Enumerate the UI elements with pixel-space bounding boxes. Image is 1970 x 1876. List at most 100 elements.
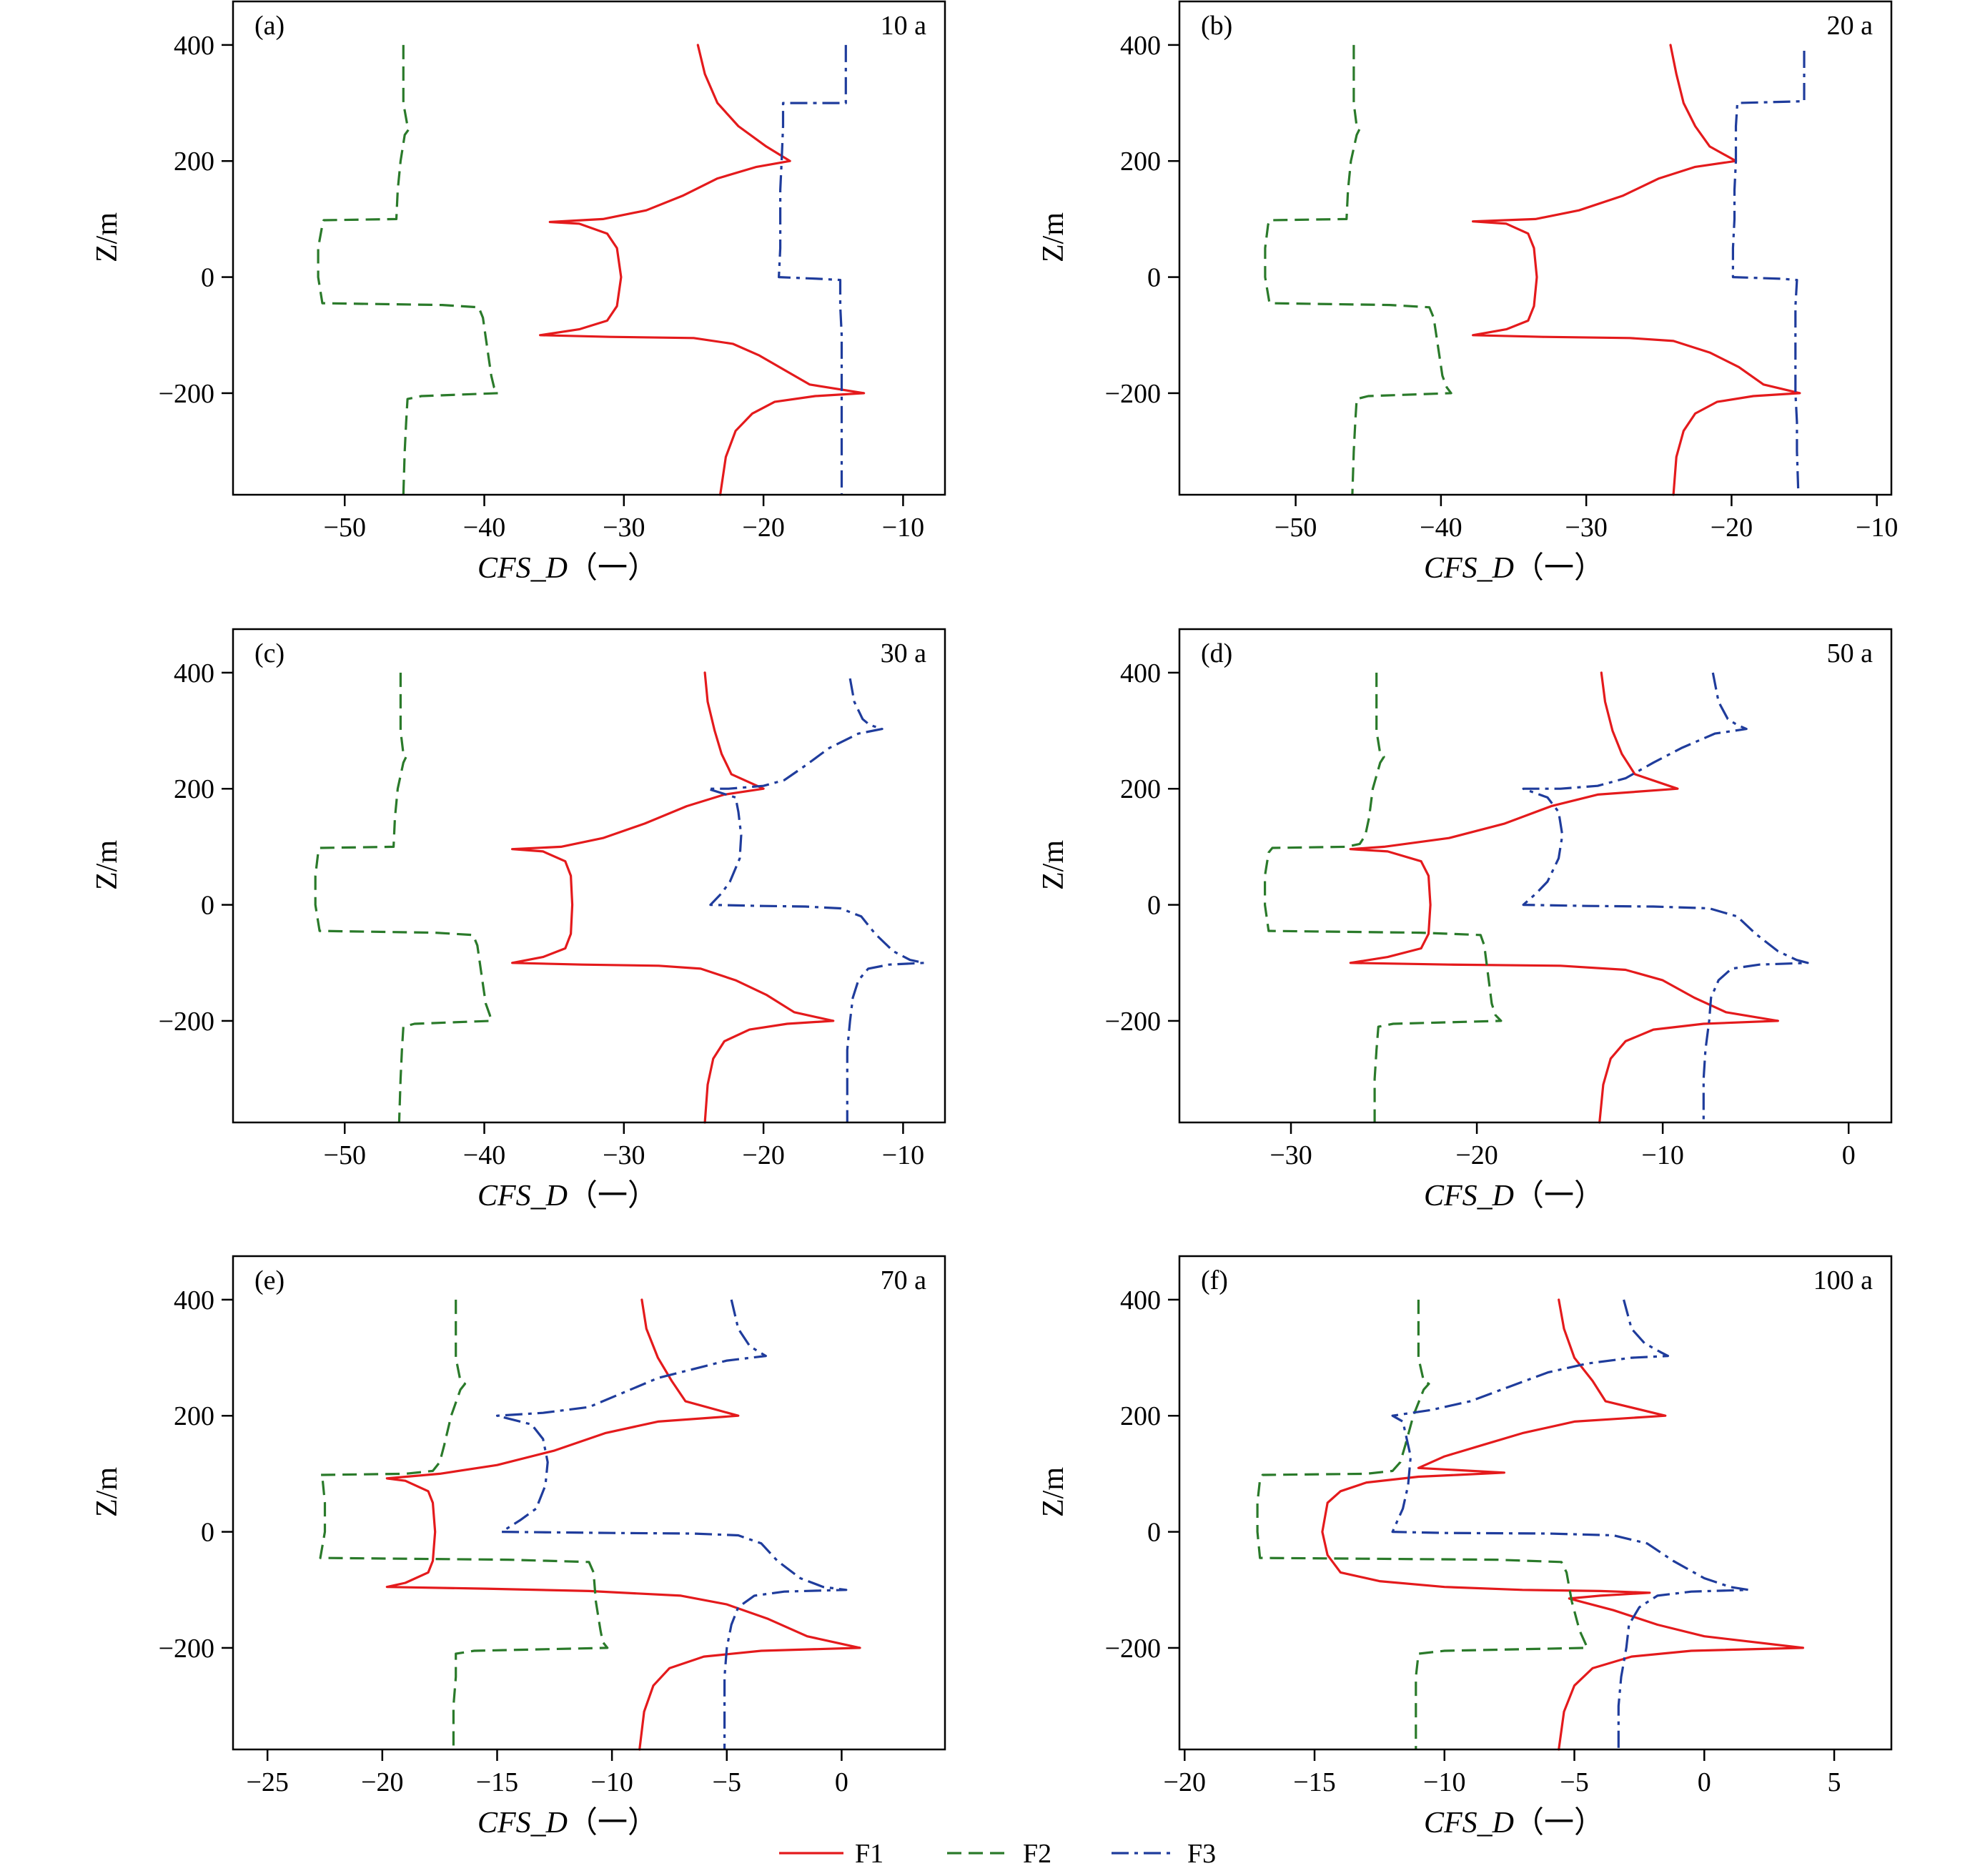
y-tick-label: 200 bbox=[1120, 147, 1161, 177]
series-f1-line bbox=[539, 44, 866, 496]
y-tick-label: 200 bbox=[174, 774, 214, 804]
x-tick-label: −25 bbox=[246, 1767, 288, 1797]
x-tick-label: 0 bbox=[835, 1767, 848, 1797]
x-tick-label: −40 bbox=[463, 513, 505, 543]
y-tick-label: −200 bbox=[159, 1007, 214, 1037]
time-label: 10 a bbox=[881, 11, 927, 41]
y-tick-label: 0 bbox=[1147, 891, 1161, 921]
x-tick-label: −20 bbox=[361, 1767, 403, 1797]
series-f2-line bbox=[319, 1299, 609, 1749]
y-tick-label: −200 bbox=[159, 1634, 214, 1664]
y-tick-label: 400 bbox=[1120, 1285, 1161, 1315]
y-tick-label: 400 bbox=[1120, 658, 1161, 688]
time-label: 50 a bbox=[1827, 638, 1874, 668]
y-axis-title: Z/m bbox=[91, 212, 124, 262]
x-axis-title: CFS_D（一） bbox=[1424, 552, 1604, 585]
x-tick-label: −30 bbox=[603, 513, 645, 543]
panel-b: −50 −40 −30 −20 −10 400 200 0 −200 (b) 20 a CFS_D（一… bbox=[1037, 0, 1898, 585]
x-tick-label: −50 bbox=[324, 1140, 366, 1170]
panel-c: −50 −40 −30 −20 −10 400 200 0 −200 (c) 30 a CFS_D（一… bbox=[91, 628, 946, 1213]
y-tick-label: 200 bbox=[174, 1401, 214, 1431]
y-tick-label: 200 bbox=[1120, 1401, 1161, 1431]
y-tick-label: 400 bbox=[1120, 31, 1161, 61]
x-tick-label: 0 bbox=[1842, 1140, 1856, 1170]
y-axis-title: Z/m bbox=[91, 1467, 124, 1517]
plot-frame bbox=[232, 1255, 946, 1751]
y-tick-label: −200 bbox=[1105, 379, 1161, 409]
series-f3-line bbox=[495, 1299, 848, 1749]
time-label: 100 a bbox=[1813, 1265, 1874, 1295]
y-axis-title: Z/m bbox=[1037, 1467, 1070, 1517]
series-f2-line bbox=[1264, 44, 1452, 495]
x-axis-title: CFS_D（一） bbox=[477, 1180, 658, 1213]
series-f1-line bbox=[511, 671, 835, 1124]
panel-d: −30 −20 −10 0 400 200 0 −200 (d) 50 a CFS_D（一） Z/m bbox=[1037, 628, 1893, 1213]
y-axis-title: Z/m bbox=[91, 840, 124, 890]
plot-frame bbox=[1178, 0, 1893, 496]
x-axis-title: CFS_D（一） bbox=[477, 552, 658, 585]
y-tick-label: 200 bbox=[1120, 774, 1161, 804]
series-f2-line bbox=[1264, 672, 1503, 1122]
panel-label: (c) bbox=[254, 638, 284, 668]
panel-label: (b) bbox=[1201, 11, 1232, 41]
x-tick-label: −15 bbox=[476, 1767, 518, 1797]
x-tick-label: −20 bbox=[1164, 1767, 1206, 1797]
x-tick-label: −15 bbox=[1293, 1767, 1335, 1797]
series-f2-line bbox=[314, 672, 492, 1123]
y-axis-title: Z/m bbox=[1037, 212, 1070, 262]
series-f1-line bbox=[1472, 44, 1801, 496]
x-tick-label: −10 bbox=[1856, 513, 1898, 543]
x-tick-label: 5 bbox=[1828, 1767, 1841, 1797]
y-tick-label: −200 bbox=[159, 379, 214, 409]
y-tick-label: −200 bbox=[1105, 1634, 1161, 1664]
y-tick-label: 400 bbox=[174, 658, 214, 688]
x-tick-label: −30 bbox=[603, 1140, 645, 1170]
time-label: 70 a bbox=[881, 1265, 927, 1295]
y-tick-label: 0 bbox=[201, 891, 214, 921]
x-tick-label: −50 bbox=[1274, 513, 1317, 543]
x-tick-label: −10 bbox=[590, 1767, 633, 1797]
legend: F1 F2 F3 bbox=[779, 1839, 1216, 1869]
x-tick-label: −30 bbox=[1269, 1140, 1312, 1170]
y-tick-label: 400 bbox=[174, 31, 214, 61]
x-tick-label: −10 bbox=[1423, 1767, 1465, 1797]
x-tick-label: −10 bbox=[882, 1140, 924, 1170]
panel-label: (a) bbox=[254, 11, 284, 41]
x-tick-label: 0 bbox=[1698, 1767, 1711, 1797]
x-tick-label: −40 bbox=[463, 1140, 505, 1170]
series-f3-line bbox=[706, 678, 926, 1122]
x-tick-label: −20 bbox=[1455, 1140, 1498, 1170]
panel-f: −20 −15 −10 −5 0 5 400 200 0 −200 (f) 100 a CFS_D（一）… bbox=[1037, 1255, 1893, 1840]
panel-label: (d) bbox=[1201, 638, 1232, 668]
x-axis-title: CFS_D（一） bbox=[1424, 1180, 1604, 1213]
y-tick-label: 200 bbox=[174, 147, 214, 177]
y-tick-label: 0 bbox=[1147, 263, 1161, 293]
x-tick-label: −30 bbox=[1565, 513, 1607, 543]
y-tick-label: −200 bbox=[1105, 1007, 1161, 1037]
time-label: 20 a bbox=[1827, 11, 1874, 41]
series-f3-line bbox=[778, 44, 847, 495]
x-tick-label: −10 bbox=[1641, 1140, 1683, 1170]
legend-label-f1: F1 bbox=[855, 1839, 883, 1869]
x-axis-title: CFS_D（一） bbox=[477, 1807, 658, 1840]
panel-label: (f) bbox=[1201, 1265, 1228, 1295]
series-f1-line bbox=[1321, 1298, 1804, 1751]
series-f2-line bbox=[1256, 1299, 1589, 1749]
y-axis-title: Z/m bbox=[1037, 840, 1070, 890]
y-tick-label: 0 bbox=[1147, 1518, 1161, 1548]
x-tick-label: −20 bbox=[1711, 513, 1753, 543]
series-f2-line bbox=[317, 44, 500, 495]
x-tick-label: −40 bbox=[1420, 513, 1462, 543]
plot-frame bbox=[232, 628, 946, 1124]
time-label: 30 a bbox=[881, 638, 927, 668]
x-tick-label: −20 bbox=[742, 513, 784, 543]
plot-frame bbox=[1178, 628, 1893, 1124]
x-tick-label: −5 bbox=[1560, 1767, 1588, 1797]
x-tick-label: −10 bbox=[882, 513, 924, 543]
series-f3-line bbox=[1391, 1299, 1750, 1749]
series-f3-line bbox=[1731, 51, 1806, 495]
y-tick-label: 0 bbox=[201, 263, 214, 293]
panel-a: −50 −40 −30 −20 −10 400 200 0 −200 (a) 10 a CFS_D（一… bbox=[91, 0, 946, 585]
